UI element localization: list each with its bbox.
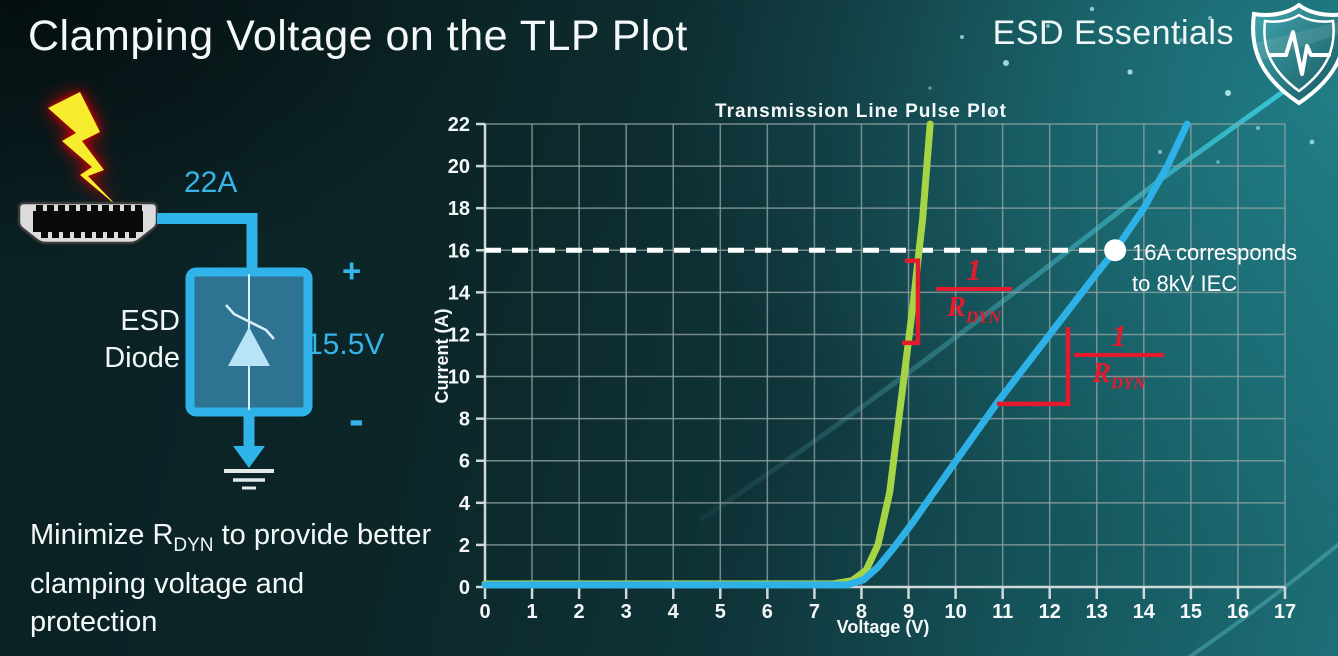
svg-text:13: 13 [1086,601,1108,623]
fraction-bar [936,287,1012,291]
minus-polarity-label: - [349,395,364,444]
rdyn-fraction-green: 1 RDYN [936,252,1012,334]
x-axis-label: Voltage (V) [837,617,930,637]
svg-text:22: 22 [448,114,470,136]
svg-text:20: 20 [448,156,470,178]
note-text: Minimize RDYN to provide better clamping… [30,516,435,641]
svg-text:5: 5 [715,601,726,623]
rdyn-numerator: 1 [966,252,982,287]
esd-diode-label: ESD Diode [58,303,180,377]
hdmi-connector-icon [17,201,159,245]
rdyn-fraction-blue: 1 RDYN [1074,318,1164,400]
svg-text:8: 8 [459,409,470,431]
iec-annotation: 16A corresponds to 8kV IEC [1132,237,1297,299]
svg-text:6: 6 [762,601,773,623]
svg-text:0: 0 [479,601,490,623]
svg-text:18: 18 [448,198,470,220]
esd-diode-label-line1: ESD [120,305,180,337]
svg-text:12: 12 [448,324,470,346]
threshold-marker-dot [1104,239,1127,262]
plus-polarity-label: + [342,252,362,289]
esd-diagram [17,92,313,490]
svg-text:14: 14 [448,282,471,304]
signal-wire [157,213,258,274]
svg-text:2: 2 [574,601,585,623]
rdyn-numerator: 1 [1111,318,1127,353]
sparkles [928,6,1315,164]
page-title: Clamping Voltage on the TLP Plot [28,12,688,60]
svg-text:10: 10 [448,367,470,389]
fraction-bar [1074,353,1164,357]
svg-text:17: 17 [1274,601,1296,623]
note-post: to provide better clamping voltage and p… [30,519,432,638]
note-sub: DYN [173,534,214,556]
tick-labels: 0 1 2 3 4 5 6 7 8 9 10 11 12 13 14 15 16 1702468101214161… [448,114,1296,623]
rdyn-denominator: RDYN [947,292,1001,327]
iec-annotation-line1: 16A corresponds [1132,240,1298,265]
zener-diode-symbol [225,274,275,410]
svg-text:4: 4 [668,601,680,623]
svg-text:16: 16 [448,240,470,262]
rdyn-slope-marks [901,258,1071,407]
svg-text:12: 12 [1039,601,1061,623]
svg-text:4: 4 [459,493,471,515]
svg-text:14: 14 [1133,601,1156,623]
pulse-line-icon [1269,30,1331,76]
svg-text:8: 8 [856,601,867,623]
surge-current-label: 22A [184,166,238,199]
svg-text:6: 6 [459,451,470,473]
svg-text:2: 2 [459,535,470,557]
svg-text:10: 10 [944,601,966,623]
clamp-voltage-label: 15.5V [306,328,385,361]
shield-logo-icon [1251,3,1338,106]
svg-text:11: 11 [992,601,1013,623]
svg-text:15: 15 [1180,601,1202,623]
svg-text:9: 9 [903,601,914,623]
rdyn-denominator: RDYN [1092,358,1146,393]
swoosh-curve-corner [1187,542,1338,656]
svg-text:3: 3 [621,601,632,623]
esd-diode-label-line2: Diode [104,342,180,374]
iec-annotation-line2: to 8kV IEC [1132,271,1238,296]
series-low-rdyn-diode-green [481,120,934,588]
note-pre: Minimize R [30,519,174,551]
svg-text:0: 0 [459,577,470,599]
chart-title: Transmission Line Pulse Plot [715,101,1007,122]
lightning-bolt-icon [48,92,118,207]
svg-text:1: 1 [526,601,537,623]
series-high-rdyn-diode-blue [481,120,1191,589]
brand-name: ESD Essentials [992,14,1234,52]
ground-symbol [224,412,274,490]
svg-text:16: 16 [1227,601,1249,623]
svg-text:7: 7 [809,601,820,623]
y-axis-label: Current (A) [432,309,452,404]
